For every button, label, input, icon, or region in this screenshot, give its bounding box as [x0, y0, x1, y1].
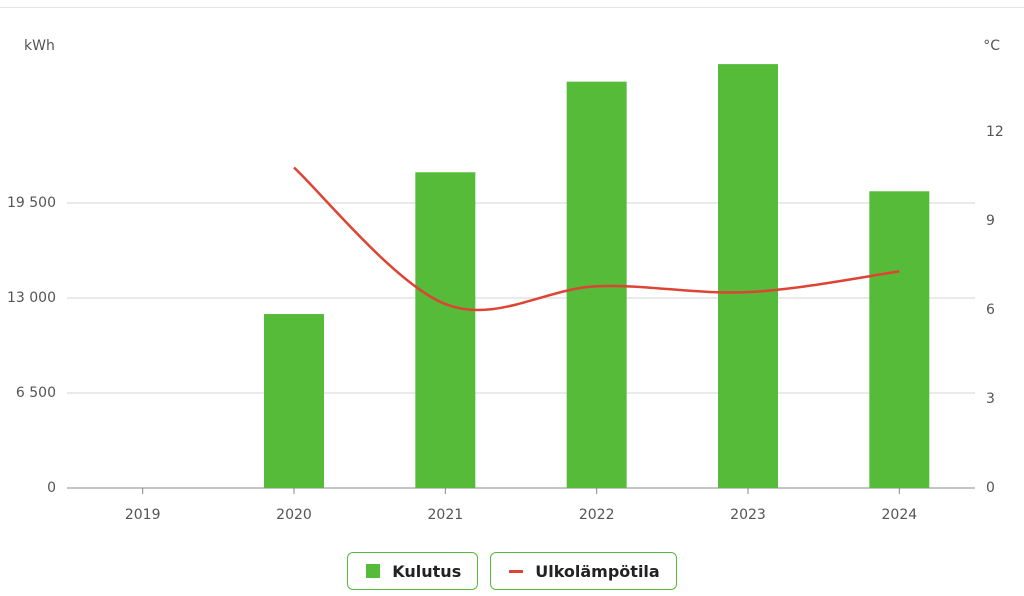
legend-item[interactable]: Kulutus [347, 552, 479, 590]
y-tick-label: 13 000 [7, 290, 56, 306]
bar [566, 81, 627, 489]
y2-tick-label: 0 [986, 480, 995, 496]
y-tick-label: 0 [47, 480, 56, 496]
bar [718, 64, 778, 488]
legend-label: Ulkolämpötila [535, 561, 660, 581]
legend-label: Kulutus [392, 561, 462, 581]
bar [869, 191, 930, 488]
y-tick-label: 19 500 [7, 195, 56, 211]
x-tick-label: 2019 [125, 507, 161, 523]
y2-axis-unit: °C [983, 38, 1000, 54]
x-tick-label: 2020 [276, 507, 312, 523]
x-tick-label: 2023 [730, 507, 766, 523]
bar [415, 172, 476, 489]
y-axis-unit: kWh [24, 38, 55, 54]
y2-tick-label: 3 [986, 391, 995, 407]
bar [264, 314, 324, 488]
legend: Kulutus Ulkolämpötila [0, 552, 1024, 590]
legend-item[interactable]: Ulkolämpötila [490, 552, 677, 590]
y2-tick-label: 9 [986, 213, 995, 229]
temperature-line [293, 166, 900, 312]
x-tick-label: 2021 [428, 507, 464, 523]
y2-tick-label: 6 [986, 302, 995, 318]
legend-swatch [366, 564, 381, 578]
x-tick-label: 2024 [882, 507, 918, 523]
y2-tick-label: 12 [986, 124, 1004, 140]
x-tick-label: 2022 [579, 507, 615, 523]
y-tick-label: 6 500 [16, 385, 56, 401]
chart: kWh °C 0 6 500 13 000 19 500 0 3 6 9 12 2019 2020 2… [0, 7, 1024, 523]
legend-swatch [509, 569, 524, 573]
